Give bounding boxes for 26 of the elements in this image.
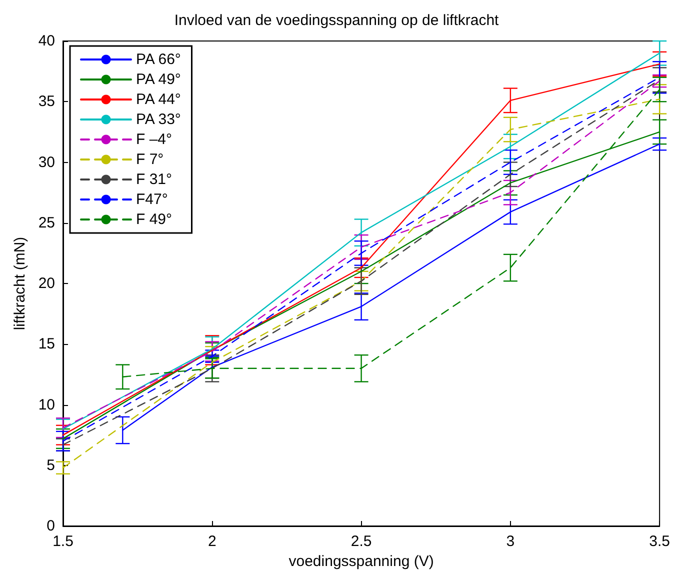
legend-label: PA 66°	[136, 51, 181, 68]
chart-title: Invloed van de voedingsspanning op de liftkracht	[174, 12, 500, 29]
legend-label: F –4°	[136, 131, 172, 148]
y-tick-label: 10	[38, 396, 55, 414]
legend-label: F 7°	[136, 151, 164, 168]
x-tick-label: 2	[208, 533, 216, 550]
x-axis-title: voedingsspanning (V)	[288, 553, 434, 570]
legend-label: F47°	[136, 191, 168, 208]
x-tick-label: 3.5	[649, 533, 670, 550]
y-tick-label: 5	[46, 456, 55, 474]
legend-label: F 31°	[136, 171, 172, 188]
y-tick-label: 40	[38, 32, 55, 50]
y-tick-label: 35	[38, 93, 55, 110]
x-tick-label: 3	[506, 533, 515, 550]
y-tick-label: 30	[38, 154, 55, 171]
legend-label: PA 49°	[136, 71, 181, 88]
y-tick-label: 0	[46, 518, 55, 534]
x-tick-label: 1.5	[52, 533, 74, 550]
legend-label: PA 33°	[136, 111, 181, 128]
y-tick-label: 25	[38, 214, 55, 232]
y-axis-title: liftkracht (mN)	[11, 236, 28, 330]
legend-label: PA 44°	[136, 91, 181, 108]
y-tick-label: 15	[38, 336, 55, 353]
legend-label: F 49°	[136, 211, 172, 228]
x-tick-label: 2.5	[350, 533, 372, 550]
y-tick-label: 20	[38, 275, 55, 292]
